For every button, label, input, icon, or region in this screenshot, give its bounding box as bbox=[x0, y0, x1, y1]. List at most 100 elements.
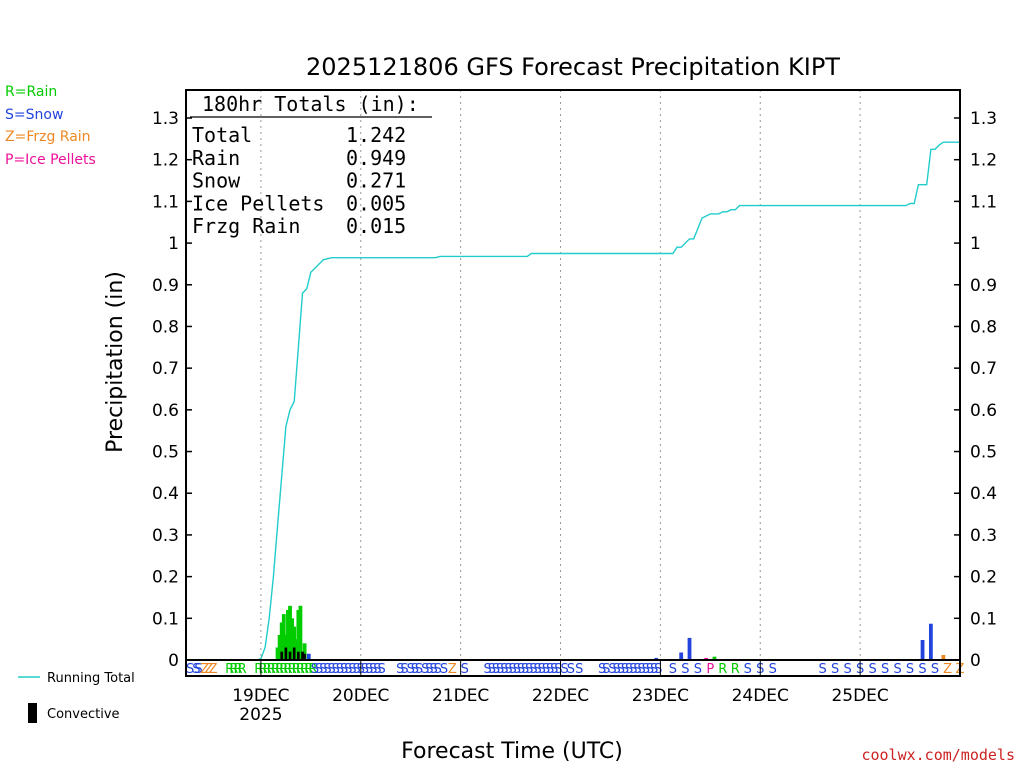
legend-ice-pellets: P=Ice Pellets bbox=[5, 152, 96, 168]
y-tick-label-right: 0.7 bbox=[970, 359, 997, 379]
y-tick-label-left: 1.1 bbox=[152, 192, 179, 212]
plot-frame bbox=[185, 89, 961, 677]
ptype-code: R bbox=[263, 662, 272, 677]
totals-value: 0.005 bbox=[346, 191, 406, 215]
ptype-code: S bbox=[425, 662, 433, 677]
precip-bar bbox=[712, 656, 717, 660]
y-tick-label-right: 0.3 bbox=[970, 526, 997, 546]
y-tick-label-right: 0.2 bbox=[970, 568, 997, 588]
ptype-code: S bbox=[931, 662, 939, 677]
y-tick-label-left: 0.1 bbox=[152, 609, 179, 629]
convective-bar bbox=[288, 651, 292, 660]
precip-bar bbox=[306, 653, 311, 660]
ptype-code: S bbox=[561, 662, 569, 677]
ptype-code: S bbox=[633, 662, 641, 677]
ptype-code: R bbox=[279, 662, 288, 677]
y-tick-label-left: 0.9 bbox=[152, 276, 179, 296]
ptype-code: S bbox=[361, 662, 369, 677]
ptype-code: S bbox=[440, 662, 448, 677]
ptype-code: S bbox=[567, 662, 575, 677]
ptype-code: S bbox=[492, 662, 500, 677]
ptype-code: R bbox=[308, 662, 317, 677]
ptype-code: S bbox=[369, 662, 377, 677]
y-tick-label-right: 0.6 bbox=[970, 401, 997, 421]
ptype-code: S bbox=[323, 662, 331, 677]
precip-bar bbox=[920, 639, 925, 660]
ptype-code: Z bbox=[209, 662, 218, 677]
totals-label: Snow bbox=[192, 169, 241, 193]
ptype-code: S bbox=[694, 662, 702, 677]
ptype-code: S bbox=[613, 662, 621, 677]
precip-bar bbox=[941, 654, 946, 660]
y-tick-label-left: 0.5 bbox=[152, 443, 179, 463]
legend-rain: R=Rain bbox=[5, 84, 57, 100]
precip-bar bbox=[292, 626, 297, 660]
ptype-code: R bbox=[304, 662, 313, 677]
legend-snow: S=Snow bbox=[5, 107, 63, 123]
ptype-code: R bbox=[731, 662, 740, 677]
ptype-code: R bbox=[233, 662, 242, 677]
precip-bar bbox=[294, 639, 299, 660]
ptype-code: S bbox=[598, 662, 606, 677]
ptype-code: R bbox=[292, 662, 301, 677]
ptype-code: S bbox=[315, 662, 323, 677]
ptype-code: S bbox=[396, 662, 404, 677]
ptype-code: R bbox=[229, 662, 238, 677]
ptype-code: S bbox=[377, 662, 385, 677]
ptype-code: S bbox=[646, 662, 654, 677]
credit-link[interactable]: coolwx.com/models bbox=[861, 746, 1015, 764]
ptype-code: S bbox=[638, 662, 646, 677]
precip-bar bbox=[687, 637, 692, 660]
y-tick-label-right: 1.2 bbox=[970, 151, 997, 171]
ptype-code: S bbox=[336, 662, 344, 677]
precip-bar bbox=[279, 622, 284, 660]
ptype-code: S bbox=[311, 662, 319, 677]
x-tick-label: 22DEC bbox=[532, 686, 589, 706]
ptype-code: S bbox=[881, 662, 889, 677]
ptype-code: S bbox=[415, 662, 423, 677]
totals-value: 0.949 bbox=[346, 146, 406, 170]
convective-bar bbox=[284, 647, 288, 660]
ptype-code: S bbox=[484, 662, 492, 677]
ptype-code: S bbox=[681, 662, 689, 677]
ptype-code: Z bbox=[200, 662, 209, 677]
ptype-code: S bbox=[348, 662, 356, 677]
ptype-code: R bbox=[258, 662, 267, 677]
ptype-code: S bbox=[496, 662, 504, 677]
convective-bar bbox=[280, 651, 284, 660]
running-total-line bbox=[186, 141, 960, 661]
y-tick-label-left: 1.2 bbox=[152, 151, 179, 171]
ptype-code: S bbox=[525, 662, 533, 677]
ptype-code: S bbox=[434, 662, 442, 677]
ptype-code: S bbox=[625, 662, 633, 677]
y-tick-label-left: 0.7 bbox=[152, 359, 179, 379]
ptype-code: S bbox=[407, 662, 415, 677]
ptype-strip bbox=[186, 660, 960, 676]
x-tick-sublabel: 2025 bbox=[239, 705, 282, 725]
y-tick-label-left: 0 bbox=[168, 651, 179, 671]
y-axis-left: 0 0.1 0.2 0.3 0.4 0.5 0.6 0.7 0.8 0.9 1 1.1 1.2 1.3 bbox=[152, 109, 192, 671]
totals-header: 180hr Totals (in): bbox=[202, 92, 419, 116]
y-tick-label-right: 1 bbox=[970, 234, 981, 254]
totals-label: Ice Pellets bbox=[192, 191, 324, 215]
y-tick-label-left: 0.4 bbox=[152, 484, 179, 504]
ptype-code: S bbox=[421, 662, 429, 677]
convective-legend-label: Convective bbox=[47, 707, 120, 722]
x-axis-label: Forecast Time (UTC) bbox=[401, 739, 623, 764]
legend-frzg-rain: Z=Frzg Rain bbox=[5, 129, 91, 145]
convective-bar bbox=[303, 653, 306, 660]
ptype-code: S bbox=[529, 662, 537, 677]
ptype-code: S bbox=[844, 662, 852, 677]
x-tick-label: 25DEC bbox=[831, 686, 888, 706]
convective-bars bbox=[280, 647, 306, 660]
ptype-code: S bbox=[513, 662, 521, 677]
x-tick-label: 19DEC bbox=[232, 686, 289, 706]
ptype-code: S bbox=[194, 662, 202, 677]
y-axis-right: 0 0.1 0.2 0.3 0.4 0.5 0.6 0.7 0.8 0.9 1 1.1 1.2 1.3 bbox=[954, 109, 997, 671]
ptype-code: S bbox=[906, 662, 914, 677]
precip-bar bbox=[298, 605, 303, 660]
ptype-code: P bbox=[706, 662, 714, 677]
